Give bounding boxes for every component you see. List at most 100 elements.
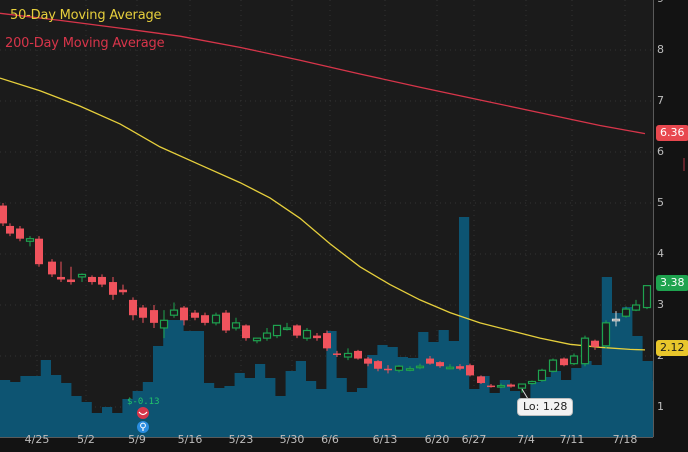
x-tick-label: 7/4 xyxy=(517,433,535,446)
candle-body-up xyxy=(537,369,547,382)
moving-average-lines xyxy=(0,12,646,351)
candle xyxy=(150,305,158,328)
candle xyxy=(548,358,558,373)
candle-body-down xyxy=(119,289,127,293)
low-price-callout: Lo: 1.28 xyxy=(517,398,574,416)
candle-body-down xyxy=(384,368,392,371)
candle xyxy=(527,380,537,385)
candle xyxy=(496,383,506,389)
volume-area xyxy=(0,217,663,437)
candle-body-down xyxy=(591,340,599,347)
info-lightbulb-icon[interactable] xyxy=(137,421,149,433)
candle-body-up xyxy=(211,314,221,324)
candle-body-up xyxy=(415,365,425,369)
candle-body-down xyxy=(560,358,568,366)
candle xyxy=(507,383,515,388)
candle xyxy=(456,364,464,371)
candle xyxy=(354,349,362,360)
candle xyxy=(537,368,547,382)
candle-body-down xyxy=(67,279,75,283)
candle xyxy=(487,384,495,388)
candle xyxy=(88,275,96,285)
earnings-eps-label: $-0.13 xyxy=(127,397,160,407)
candle-body-down xyxy=(222,312,230,331)
ma50-price-tag: 2.12 xyxy=(656,340,688,356)
x-tick-label: 6/20 xyxy=(424,433,450,446)
candle xyxy=(466,363,474,377)
candle xyxy=(109,276,117,300)
candle-body-up xyxy=(611,318,621,322)
y-axis-band xyxy=(654,0,688,452)
candle xyxy=(580,335,590,367)
candle-body-up xyxy=(302,329,312,339)
x-tick-label: 6/6 xyxy=(321,433,339,446)
candle-body-down xyxy=(98,276,106,285)
candle xyxy=(119,284,127,295)
candle-body-up xyxy=(580,337,590,365)
candle-body-up xyxy=(231,322,241,329)
candle xyxy=(242,324,250,341)
candle xyxy=(129,297,137,321)
candle-body-down xyxy=(0,205,7,224)
candle-body-down xyxy=(507,384,515,387)
candle-body-up xyxy=(642,285,652,309)
x-tick-label: 5/9 xyxy=(128,433,146,446)
legend-200-day-ma[interactable]: 200-Day Moving Average xyxy=(5,36,165,51)
candle xyxy=(180,306,188,326)
candle-body-down xyxy=(150,310,158,323)
candle xyxy=(313,333,321,341)
low-callout-pointer xyxy=(521,388,529,400)
candle xyxy=(642,285,652,310)
candle-body-up xyxy=(169,309,179,316)
volume-bars xyxy=(0,217,663,437)
candle-body-down xyxy=(129,299,137,316)
candle-body-down xyxy=(35,238,43,265)
candle-body-down xyxy=(364,358,372,364)
candle xyxy=(517,383,527,393)
candle xyxy=(191,310,199,321)
candle-body-down xyxy=(323,333,331,349)
candle xyxy=(611,311,621,327)
candle-body-up xyxy=(621,308,631,317)
y-tick-label: 6 xyxy=(657,145,664,158)
candle xyxy=(364,357,372,367)
x-tick-label: 5/23 xyxy=(228,433,254,446)
candle xyxy=(394,365,404,373)
candle xyxy=(262,327,272,341)
candle-body-up xyxy=(272,324,282,337)
legend-50-day-ma[interactable]: 50-Day Moving Average xyxy=(10,8,162,23)
candle-body-down xyxy=(426,358,434,364)
candle xyxy=(323,330,331,351)
y-tick-label: 7 xyxy=(657,94,664,107)
candle-body-up xyxy=(445,366,455,370)
candle-body-up xyxy=(631,304,641,311)
candle xyxy=(272,324,282,339)
candle xyxy=(333,350,341,358)
ma200-line xyxy=(0,12,646,135)
candle xyxy=(252,337,262,344)
candle-body-up xyxy=(343,352,353,358)
candle xyxy=(0,203,7,226)
candle xyxy=(405,366,415,372)
earnings-icon[interactable] xyxy=(137,407,149,419)
candle xyxy=(57,261,65,283)
candle-body-down xyxy=(436,362,444,367)
x-tick-label: 6/13 xyxy=(372,433,398,446)
candle-body-up xyxy=(159,319,169,329)
candle xyxy=(139,305,147,323)
x-tick-label: 6/27 xyxy=(461,433,487,446)
candle-body-down xyxy=(333,353,341,355)
candle xyxy=(384,365,392,374)
candle-body-down xyxy=(139,307,147,318)
x-tick-label: 7/18 xyxy=(612,433,638,446)
candle xyxy=(169,302,179,318)
candle xyxy=(282,322,292,331)
candle-body-down xyxy=(16,228,24,239)
candle xyxy=(601,320,611,349)
candle-body-down xyxy=(6,225,14,234)
candle xyxy=(48,259,56,277)
y-tick-label: 3 xyxy=(657,298,664,311)
